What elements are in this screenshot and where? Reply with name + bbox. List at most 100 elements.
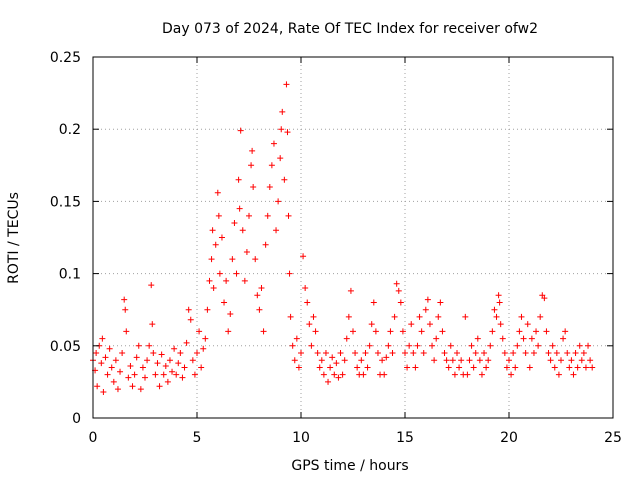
data-point [98, 360, 105, 367]
data-point [481, 350, 488, 357]
data-point [229, 256, 236, 263]
data-point [568, 357, 575, 364]
data-point [310, 313, 317, 320]
x-tick-label: 25 [604, 430, 622, 446]
y-axis-label: ROTI / TECUs [6, 192, 22, 284]
data-point [158, 351, 165, 358]
x-axis-label: GPS time / hours [291, 458, 408, 474]
data-point [429, 342, 436, 349]
data-point [212, 241, 219, 248]
data-point [437, 299, 444, 306]
data-point [108, 364, 115, 371]
data-point [406, 342, 413, 349]
data-point [316, 364, 323, 371]
data-point [149, 321, 156, 328]
data-point [447, 342, 454, 349]
data-point [144, 357, 151, 364]
data-point [499, 335, 506, 342]
data-point [200, 345, 207, 352]
data-point [458, 357, 465, 364]
data-point [578, 357, 585, 364]
data-point [264, 212, 271, 219]
data-point [202, 335, 209, 342]
data-point [239, 227, 246, 234]
data-point [235, 176, 242, 183]
data-point [364, 364, 371, 371]
data-point [295, 364, 302, 371]
grid-lines [93, 57, 613, 418]
data-point [468, 342, 475, 349]
data-point [485, 357, 492, 364]
data-point [248, 162, 255, 169]
data-point [204, 306, 211, 313]
data-point [520, 335, 527, 342]
data-point [327, 364, 334, 371]
data-point [464, 371, 471, 378]
data-point [495, 292, 502, 299]
data-point [399, 328, 406, 335]
data-point [314, 350, 321, 357]
data-point [214, 189, 221, 196]
data-point [216, 270, 223, 277]
data-point [410, 350, 417, 357]
data-point [258, 285, 265, 292]
data-point [285, 212, 292, 219]
data-point [566, 364, 573, 371]
data-point [337, 350, 344, 357]
data-point [470, 364, 477, 371]
data-point [318, 357, 325, 364]
data-point [94, 383, 101, 390]
data-point [431, 357, 438, 364]
data-point [198, 364, 205, 371]
data-point [102, 354, 109, 361]
data-point [404, 364, 411, 371]
data-point [587, 357, 594, 364]
data-points [90, 81, 596, 396]
data-point [372, 328, 379, 335]
data-point [329, 354, 336, 361]
data-point [489, 328, 496, 335]
data-point [551, 364, 558, 371]
data-point [343, 335, 350, 342]
data-point [360, 371, 367, 378]
data-point [543, 328, 550, 335]
data-point [227, 311, 234, 318]
data-point [449, 357, 456, 364]
data-point [510, 350, 517, 357]
data-point [254, 292, 261, 299]
data-point [137, 386, 144, 393]
data-point [256, 306, 263, 313]
data-point [476, 357, 483, 364]
data-point [221, 299, 228, 306]
data-point [383, 354, 390, 361]
data-point [302, 285, 309, 292]
data-point [454, 350, 460, 357]
data-point [196, 328, 203, 335]
data-point [524, 321, 531, 328]
data-point [146, 342, 153, 349]
data-point [549, 342, 556, 349]
data-point [416, 313, 423, 320]
data-point [306, 321, 313, 328]
data-point [308, 342, 315, 349]
data-point [514, 342, 521, 349]
data-point [154, 360, 161, 367]
data-point [335, 374, 342, 381]
data-point [537, 313, 544, 320]
data-point [478, 371, 485, 378]
data-point [156, 383, 163, 390]
data-point [472, 350, 479, 357]
data-point [270, 140, 277, 147]
data-point [530, 350, 537, 357]
data-point [493, 313, 500, 320]
data-point [173, 371, 180, 378]
data-point [293, 335, 300, 342]
data-point [518, 313, 525, 320]
data-point [533, 328, 540, 335]
data-point [574, 364, 581, 371]
data-point [564, 350, 571, 357]
data-point [233, 270, 240, 277]
data-point [528, 335, 535, 342]
